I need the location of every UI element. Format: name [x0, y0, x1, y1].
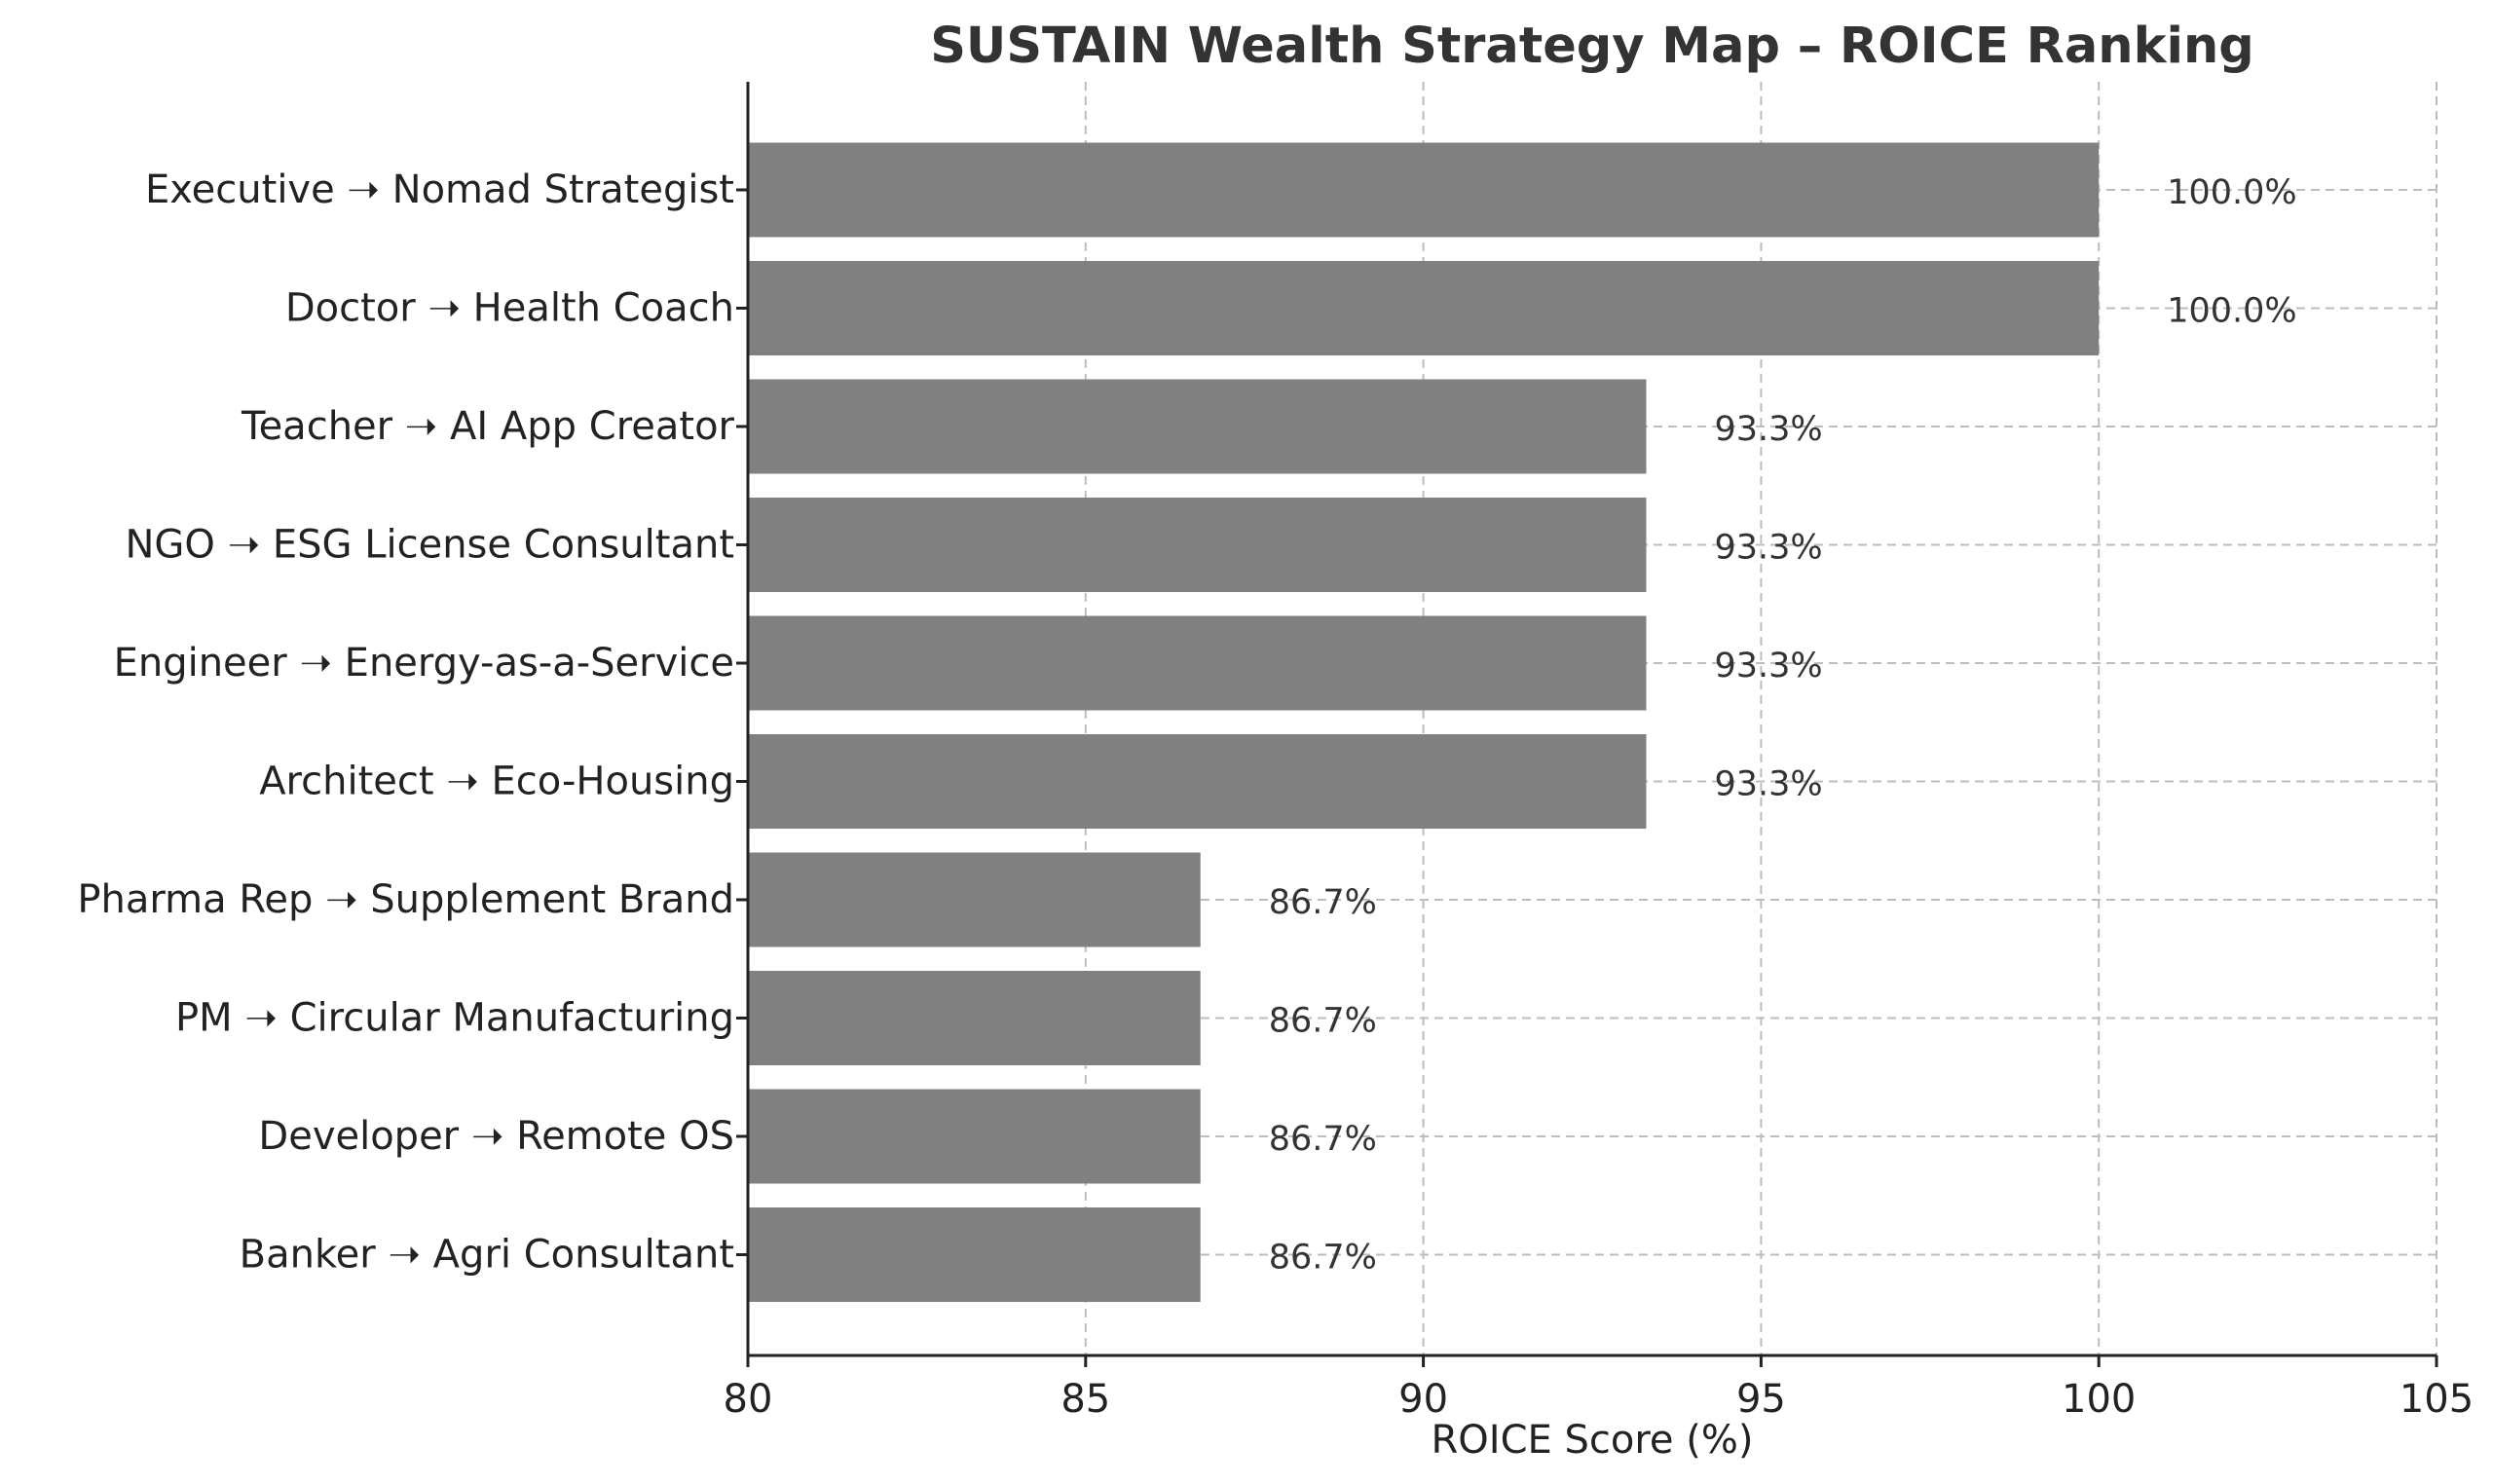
- bar: [748, 261, 2100, 355]
- bar: [748, 971, 1201, 1065]
- data-labels-layer: 100.0% 100.0% 93.3% 93.3% 93.3% 93.3% 86.7% 86.…: [1269, 173, 2297, 1278]
- x-axis-title: ROICE Score (%): [1432, 1418, 1754, 1463]
- category-label: Executive ➝ Nomad Strategist: [145, 167, 734, 212]
- bar: [748, 734, 1647, 829]
- category-label: Developer ➝ Remote OS: [258, 1114, 734, 1159]
- x-tick-label: 90: [1398, 1377, 1448, 1422]
- x-tick-labels-layer: 80 85 90 95 100 105: [724, 1377, 2474, 1422]
- bar: [748, 615, 1647, 711]
- data-label: 100.0%: [2167, 292, 2296, 331]
- bar: [748, 142, 2100, 238]
- x-tick-label: 105: [2400, 1377, 2474, 1422]
- category-labels-layer: Executive ➝ Nomad Strategist Doctor ➝ Hea…: [77, 167, 734, 1278]
- data-label: 93.3%: [1714, 647, 1822, 686]
- category-label: Doctor ➝ Health Coach: [285, 286, 734, 331]
- x-tick-label: 85: [1060, 1377, 1110, 1422]
- data-label: 93.3%: [1714, 765, 1822, 804]
- data-label: 86.7%: [1269, 1239, 1377, 1278]
- data-label: 93.3%: [1714, 529, 1822, 568]
- category-label: Architect ➝ Eco-Housing: [259, 760, 734, 804]
- data-label: 100.0%: [2167, 173, 2296, 212]
- chart-title: SUSTAIN Wealth Strategy Map – ROICE Rank…: [930, 18, 2254, 75]
- bar: [748, 379, 1647, 474]
- bar: [748, 1089, 1201, 1184]
- data-label: 86.7%: [1269, 1002, 1377, 1041]
- bar: [748, 852, 1201, 947]
- x-tick-label: 80: [724, 1377, 773, 1422]
- axes-layer: [736, 82, 2438, 1367]
- x-tick-label: 100: [2062, 1377, 2136, 1422]
- data-label: 86.7%: [1269, 883, 1377, 922]
- x-tick-label: 95: [1736, 1377, 1786, 1422]
- category-label: NGO ➝ ESG License Consultant: [125, 523, 734, 568]
- bar: [748, 498, 1647, 592]
- bars-layer: [748, 142, 2100, 1302]
- data-label: 93.3%: [1714, 410, 1822, 449]
- category-label: Banker ➝ Agri Consultant: [240, 1233, 734, 1278]
- category-label: Engineer ➝ Energy-as-a-Service: [114, 641, 734, 686]
- category-label: Teacher ➝ AI App Creator: [241, 404, 735, 449]
- category-label: Pharma Rep ➝ Supplement Brand: [77, 877, 734, 922]
- data-label: 86.7%: [1269, 1120, 1377, 1159]
- bar: [748, 1207, 1201, 1302]
- category-label: PM ➝ Circular Manufacturing: [175, 996, 734, 1041]
